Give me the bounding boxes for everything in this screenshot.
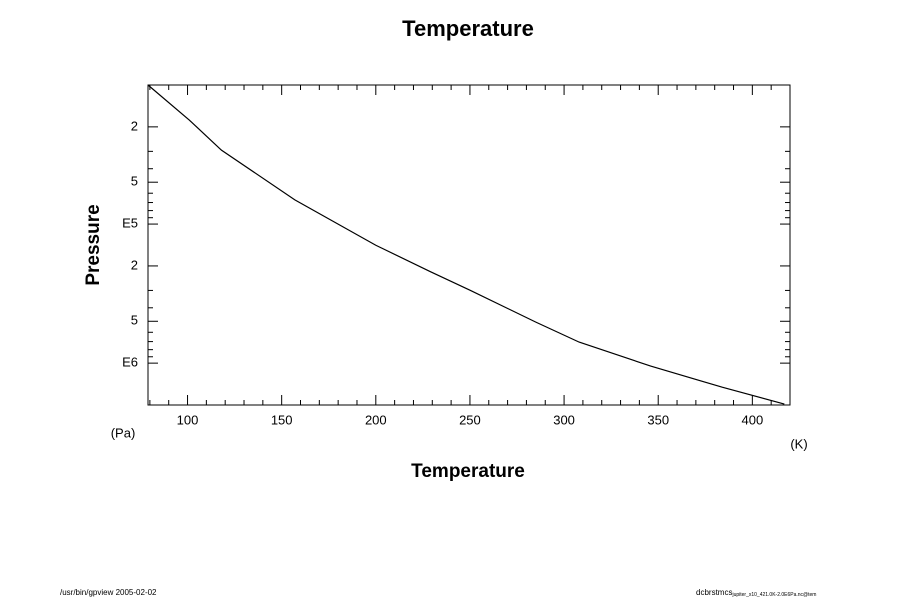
x-tick-label: 100 <box>177 412 199 427</box>
footer-left: /usr/bin/gpview 2005-02-02 <box>60 588 157 597</box>
footer-right-main: dcbrstmcs <box>696 588 732 597</box>
y-tick-label: E5 <box>122 216 138 231</box>
x-axis-label: Temperature <box>411 461 525 482</box>
y-tick-label: 5 <box>131 313 138 328</box>
plot-frame <box>147 84 791 406</box>
data-line <box>147 84 785 405</box>
y-tick-label: 2 <box>131 257 138 272</box>
x-tick-label: 250 <box>459 412 481 427</box>
x-tick-label: 200 <box>365 412 387 427</box>
x-tick-label: 350 <box>647 412 669 427</box>
x-tick-label: 400 <box>741 412 763 427</box>
y-unit: (Pa) <box>111 425 136 440</box>
x-tick-label: 150 <box>271 412 293 427</box>
y-axis-label: Pressure <box>83 204 104 285</box>
footer-right: dcbrstmcsjupiter_x10_421.0K-2.0E6Pa.nc@t… <box>696 588 816 598</box>
y-tick-label: E6 <box>122 355 138 370</box>
y-tick-label: 2 <box>131 118 138 133</box>
y-tick-label: 5 <box>131 174 138 189</box>
x-unit: (K) <box>790 436 807 451</box>
x-tick-label: 300 <box>553 412 575 427</box>
footer-right-sub: jupiter_x10_421.0K-2.0E6Pa.nc@tem <box>731 592 816 598</box>
chart-title: Temperature <box>402 16 534 41</box>
